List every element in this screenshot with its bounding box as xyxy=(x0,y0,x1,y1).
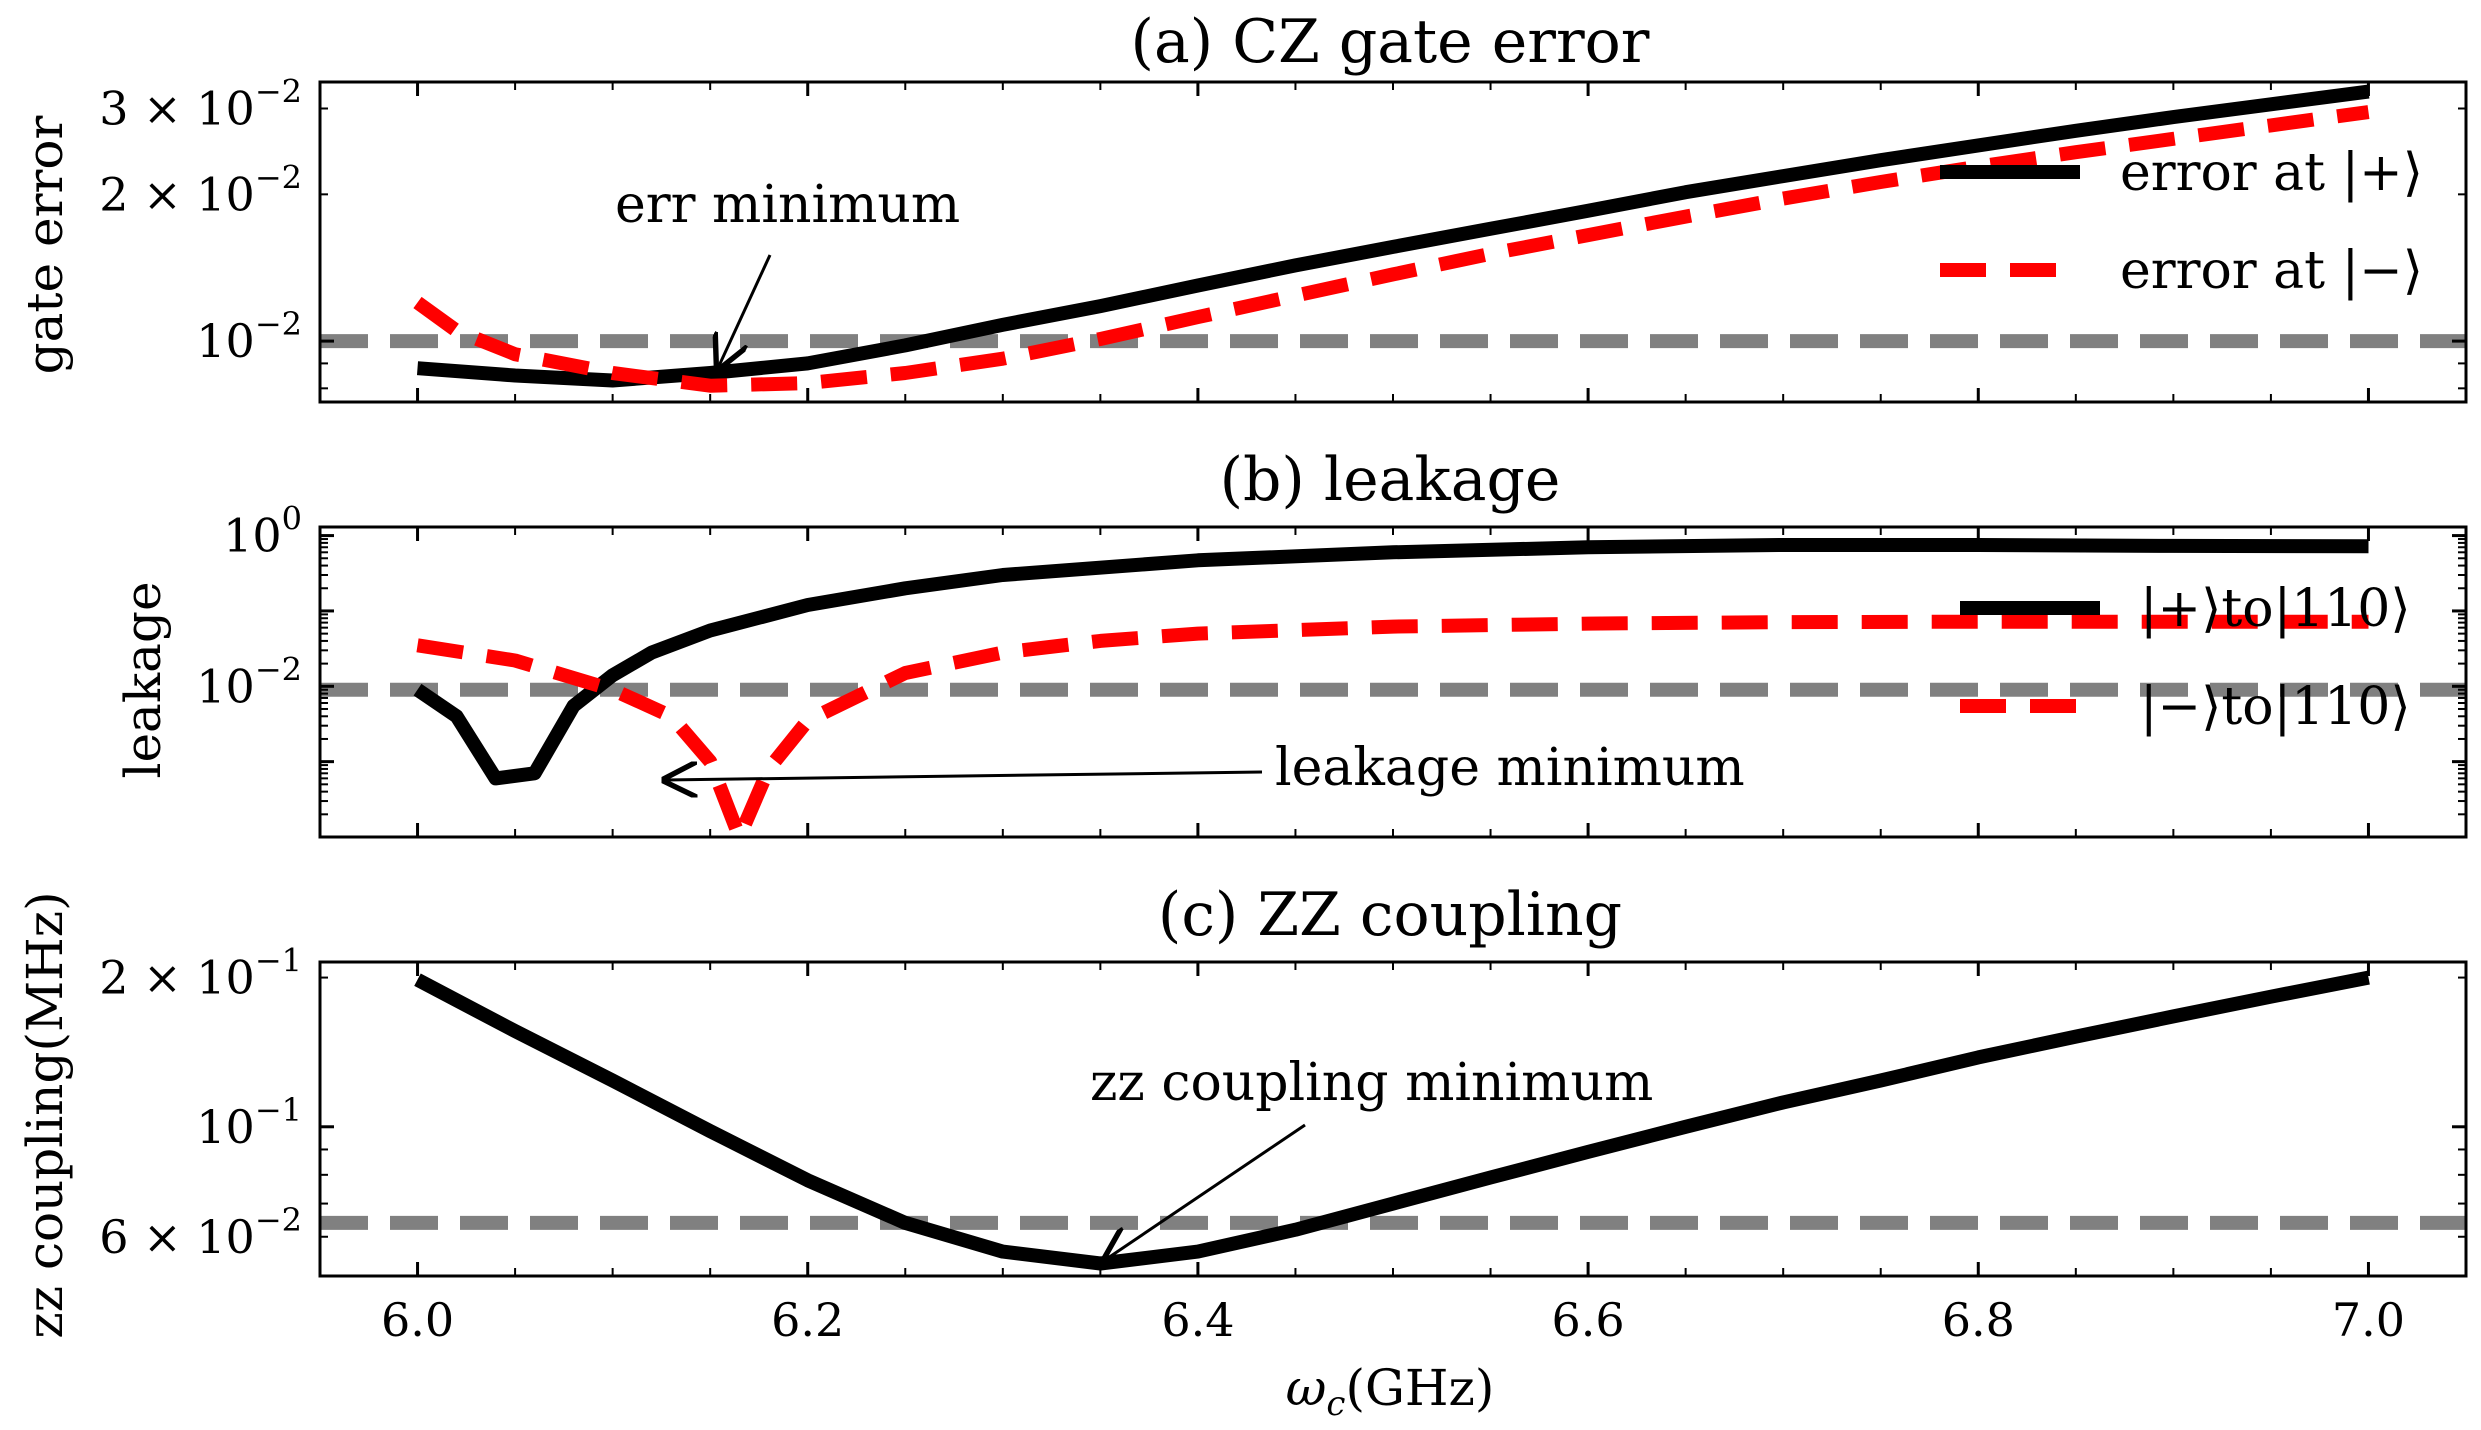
panel-b-frame xyxy=(318,525,2468,839)
panel-a-title: (a) CZ gate error xyxy=(1131,7,1650,77)
panel-c-plot: 6 × 10−2 10−1 2 × 10−1 xyxy=(99,942,2466,1277)
panel-c-frame xyxy=(318,960,2468,1278)
y-tick-label: 3 × 10−2 xyxy=(99,72,302,135)
x-tick-label: 6.6 xyxy=(1552,1293,1625,1347)
y-tick-label: 100 xyxy=(223,500,302,563)
y-tick-label: 2 × 10−2 xyxy=(99,158,302,221)
panel-a: (a) CZ gate error gate error 10−2 2 × 10−… xyxy=(16,7,2468,404)
panel-c: (c) ZZ coupling zz coupling(MHz) 6 × 10−… xyxy=(16,880,2468,1424)
series-line-2 xyxy=(416,614,2369,844)
panel-b: (b) leakage leakage 10−2 100 |+⟩to|110⟩ |−… xyxy=(114,445,2468,844)
legend-label-2: |−⟩to|110⟩ xyxy=(2140,677,2411,737)
panel-b-plot: 10−2 100 xyxy=(196,500,2466,844)
panel-b-ylabel: leakage xyxy=(114,581,172,778)
series-line-2 xyxy=(413,105,2370,393)
x-tick-label: 6.8 xyxy=(1942,1293,2015,1347)
series-line-1 xyxy=(414,970,2370,1271)
legend-label-1: error at |+⟩ xyxy=(2120,143,2423,203)
panel-b-annotation: leakage minimum xyxy=(1275,738,1745,798)
panel-a-annotation: err minimum xyxy=(615,175,960,235)
x-tick-label: 6.4 xyxy=(1161,1293,1234,1347)
panel-b-title: (b) leakage xyxy=(1220,445,1561,515)
x-tick-labels: 6.0 6.2 6.4 6.6 6.8 7.0 xyxy=(381,1293,2405,1347)
y-tick-label: 10−1 xyxy=(196,1091,302,1154)
panel-c-ylabel: zz coupling(MHz) xyxy=(16,891,74,1338)
y-tick-label: 6 × 10−2 xyxy=(99,1201,302,1264)
x-tick-label: 6.2 xyxy=(771,1293,844,1347)
panel-a-frame xyxy=(318,80,2468,404)
x-tick-label: 7.0 xyxy=(2332,1293,2405,1347)
panel-b-legend: |+⟩to|110⟩ |−⟩to|110⟩ xyxy=(1960,579,2411,737)
panel-a-annotation-arrow xyxy=(718,254,772,368)
y-tick-label: 10−2 xyxy=(196,305,302,368)
panel-c-annotation-arrow xyxy=(1105,1123,1306,1260)
x-tick-label: 6.0 xyxy=(381,1293,454,1347)
y-tick-label: 2 × 10−1 xyxy=(99,942,302,1005)
panel-a-ylabel: gate error xyxy=(16,116,74,375)
y-tick-label: 10−2 xyxy=(196,650,302,713)
panel-c-title: (c) ZZ coupling xyxy=(1158,880,1622,950)
legend-label-1: |+⟩to|110⟩ xyxy=(2140,579,2411,639)
panel-b-annotation-arrow xyxy=(665,772,1263,780)
series-line-1 xyxy=(413,538,2369,786)
panel-a-legend: error at |+⟩ error at |−⟩ xyxy=(1940,143,2423,301)
panel-c-annotation: zz coupling minimum xyxy=(1090,1053,1653,1113)
legend-label-2: error at |−⟩ xyxy=(2120,241,2423,301)
panel-a-plot: 10−2 2 × 10−2 3 × 10−2 xyxy=(99,72,2466,402)
x-axis-label: ωc(GHz) xyxy=(1286,1359,1495,1424)
